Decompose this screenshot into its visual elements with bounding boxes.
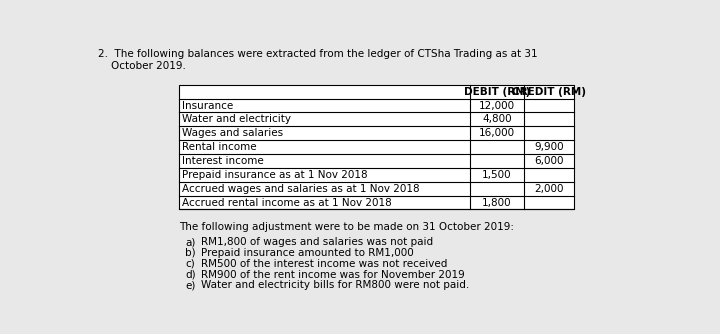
Text: 6,000: 6,000 bbox=[534, 156, 564, 166]
Text: 1,500: 1,500 bbox=[482, 170, 512, 180]
Text: DEBIT (RM): DEBIT (RM) bbox=[464, 87, 530, 97]
Text: Wages and salaries: Wages and salaries bbox=[182, 128, 284, 138]
Text: 2.  The following balances were extracted from the ledger of CTSha Trading as at: 2. The following balances were extracted… bbox=[98, 49, 537, 59]
Text: The following adjustment were to be made on 31 October 2019:: The following adjustment were to be made… bbox=[179, 222, 514, 232]
Text: 16,000: 16,000 bbox=[479, 128, 515, 138]
Text: Insurance: Insurance bbox=[182, 101, 233, 111]
Text: a): a) bbox=[185, 237, 196, 247]
Text: 4,800: 4,800 bbox=[482, 114, 512, 124]
Text: 9,900: 9,900 bbox=[534, 142, 564, 152]
Text: October 2019.: October 2019. bbox=[98, 61, 186, 71]
Text: Rental income: Rental income bbox=[182, 142, 257, 152]
Text: CREDIT (RM): CREDIT (RM) bbox=[512, 87, 586, 97]
Text: b): b) bbox=[185, 248, 196, 258]
Text: RM1,800 of wages and salaries was not paid: RM1,800 of wages and salaries was not pa… bbox=[201, 237, 433, 247]
Text: RM500 of the interest income was not received: RM500 of the interest income was not rec… bbox=[201, 259, 447, 269]
Text: Prepaid insurance amounted to RM1,000: Prepaid insurance amounted to RM1,000 bbox=[201, 248, 413, 258]
Text: 1,800: 1,800 bbox=[482, 197, 512, 207]
Text: Water and electricity: Water and electricity bbox=[182, 114, 291, 124]
Text: d): d) bbox=[185, 270, 196, 280]
Bar bbox=[179, 85, 575, 209]
Text: Accrued rental income as at 1 Nov 2018: Accrued rental income as at 1 Nov 2018 bbox=[182, 197, 392, 207]
Text: Accrued wages and salaries as at 1 Nov 2018: Accrued wages and salaries as at 1 Nov 2… bbox=[182, 184, 420, 194]
Text: Interest income: Interest income bbox=[182, 156, 264, 166]
Text: e): e) bbox=[185, 280, 196, 290]
Text: Water and electricity bills for RM800 were not paid.: Water and electricity bills for RM800 we… bbox=[201, 280, 469, 290]
Text: 2,000: 2,000 bbox=[534, 184, 564, 194]
Text: Prepaid insurance as at 1 Nov 2018: Prepaid insurance as at 1 Nov 2018 bbox=[182, 170, 368, 180]
Text: 12,000: 12,000 bbox=[479, 101, 515, 111]
Text: RM900 of the rent income was for November 2019: RM900 of the rent income was for Novembe… bbox=[201, 270, 464, 280]
Text: c): c) bbox=[185, 259, 195, 269]
